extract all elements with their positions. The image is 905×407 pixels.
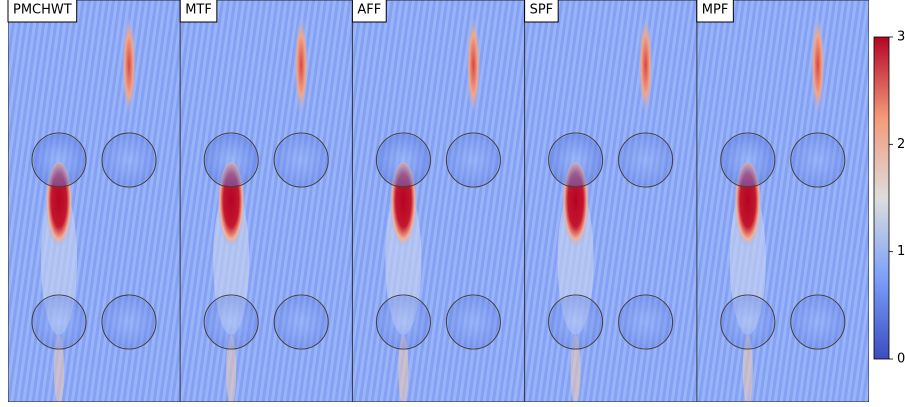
scatterer-fill <box>33 134 85 186</box>
panel-label: SPF <box>530 3 554 18</box>
scatterer-fill <box>447 296 500 348</box>
scatterer-fill <box>619 296 672 348</box>
panel-label: MTF <box>185 3 212 18</box>
scatterer-fill <box>791 296 844 348</box>
scatterer-fill <box>103 296 155 348</box>
scatterer <box>548 132 604 188</box>
field-shade <box>524 0 697 402</box>
colorbar-tick-label: 2 <box>897 137 905 152</box>
scatterer <box>375 132 431 188</box>
panel-label: AFF <box>357 3 381 18</box>
label-box <box>351 0 387 23</box>
field-shade <box>8 0 181 402</box>
scatterer-fill <box>377 296 430 348</box>
colorbar: 0 1 2 3 <box>873 30 905 367</box>
scatterer <box>101 294 157 350</box>
label-box <box>179 0 218 23</box>
label-box <box>7 0 78 23</box>
scatterer-fill <box>103 134 155 186</box>
scatterer-fill <box>275 296 328 348</box>
panel-label-box: SPF <box>524 0 559 23</box>
streak <box>810 15 825 115</box>
panel-label: PMCHWT <box>13 3 72 18</box>
streak <box>638 15 653 115</box>
scatterer <box>720 294 776 350</box>
field-shade <box>352 0 525 402</box>
scatterer-fill <box>549 296 602 348</box>
scatterer <box>273 294 329 350</box>
panel-label-box: AFF <box>351 0 387 23</box>
field-shade <box>180 0 353 402</box>
panels: PMCHWT MTF AFF SPF MPF <box>7 0 869 402</box>
tail <box>398 335 409 402</box>
scatterer <box>101 132 157 188</box>
tail <box>570 335 581 402</box>
label-box <box>524 0 559 23</box>
panel-label-box: PMCHWT <box>7 0 78 23</box>
colorbar-gradient <box>873 36 890 360</box>
panel <box>180 0 353 402</box>
panel <box>352 0 525 402</box>
scatterer-fill <box>619 134 672 186</box>
scatterer <box>375 294 431 350</box>
scatterer <box>790 132 846 188</box>
panel <box>696 0 869 402</box>
panel <box>524 0 697 402</box>
tail <box>226 335 237 402</box>
scatterer-fill <box>447 134 500 186</box>
scatterer-fill <box>549 134 602 186</box>
label-box <box>696 0 734 23</box>
scatterer <box>720 132 776 188</box>
scatterer <box>445 132 501 188</box>
scatterer <box>445 294 501 350</box>
scatterer-fill <box>721 296 774 348</box>
scatterer-fill <box>377 134 430 186</box>
scatterer <box>618 132 674 188</box>
panel <box>8 0 181 402</box>
streak <box>466 15 481 115</box>
scatterer <box>790 294 846 350</box>
panel-label-box: MTF <box>179 0 218 23</box>
scatterer <box>203 294 259 350</box>
scatterer <box>548 294 604 350</box>
panel-label-box: MPF <box>696 0 734 23</box>
scatterer-fill <box>205 134 258 186</box>
scatterer <box>273 132 329 188</box>
streak <box>122 15 136 115</box>
scatterer-fill <box>275 134 328 186</box>
streak <box>294 15 309 115</box>
colorbar-tick-label: 3 <box>897 30 905 45</box>
panel-label: MPF <box>702 3 729 18</box>
scatterer-fill <box>33 296 85 348</box>
scatterer-fill <box>205 296 258 348</box>
tail <box>742 335 753 402</box>
colorbar-tick-label: 1 <box>897 244 905 259</box>
scatterer <box>618 294 674 350</box>
colorbar-tick-label: 0 <box>897 352 905 367</box>
tail <box>54 335 64 402</box>
scatterer-fill <box>721 134 774 186</box>
scatterer <box>31 132 87 188</box>
scatterer <box>203 132 259 188</box>
field-shade <box>696 0 869 402</box>
scatterer-fill <box>791 134 844 186</box>
scatterer <box>31 294 87 350</box>
